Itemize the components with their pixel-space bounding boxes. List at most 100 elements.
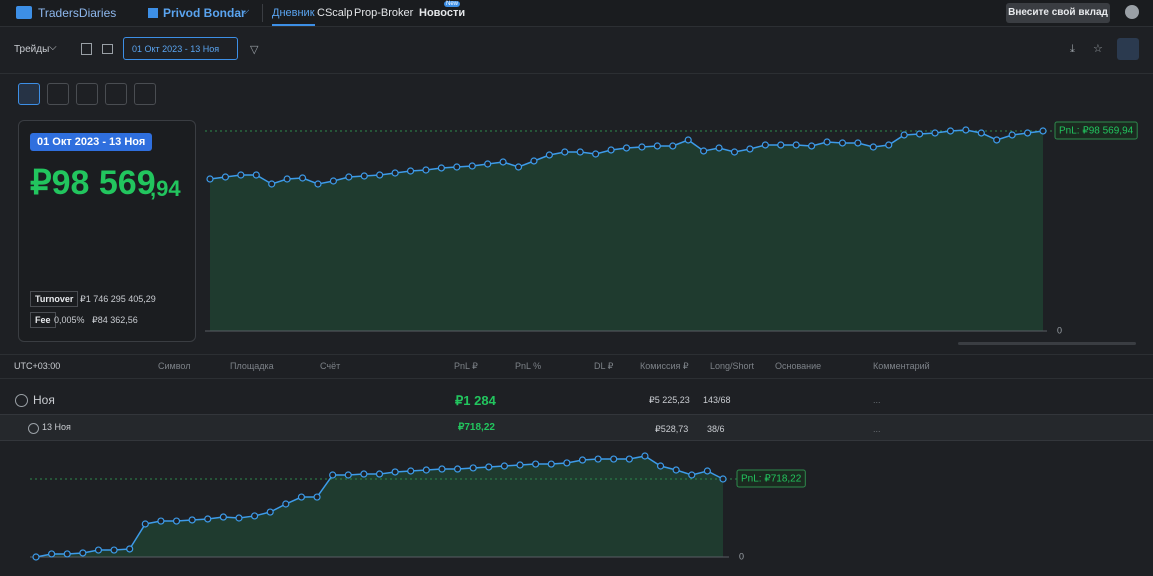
point: [870, 144, 876, 150]
pnl-annotation: PnL: ₽98 569,94: [1059, 126, 1134, 137]
point: [470, 465, 476, 471]
point: [189, 517, 195, 523]
point: [685, 137, 691, 143]
point: [624, 145, 630, 151]
divider: [262, 4, 263, 22]
point: [809, 143, 815, 149]
subrow-bg: [0, 414, 1153, 441]
point: [207, 176, 213, 182]
point: [423, 467, 429, 473]
column-header[interactable]: PnL %: [515, 361, 541, 371]
account-caret[interactable]: ⌵: [241, 5, 249, 18]
point: [593, 151, 599, 157]
view-line[interactable]: [18, 83, 40, 105]
column-header[interactable]: Long/Short: [710, 361, 754, 371]
point: [516, 164, 522, 170]
tab[interactable]: Новости: [419, 7, 465, 19]
point: [283, 501, 289, 507]
point: [300, 175, 306, 181]
column-header[interactable]: Площадка: [230, 361, 274, 371]
view-compare[interactable]: [134, 83, 156, 105]
account-icon: [148, 8, 158, 18]
view-pie[interactable]: [47, 83, 69, 105]
point: [158, 518, 164, 524]
point: [642, 453, 648, 459]
column-header[interactable]: PnL ₽: [454, 361, 478, 372]
brand[interactable]: TradersDiaries: [38, 6, 116, 20]
view-calendar[interactable]: [105, 83, 127, 105]
caret: ⌵: [49, 42, 57, 53]
column-header[interactable]: Символ: [158, 361, 190, 371]
point: [562, 149, 568, 155]
tab-active[interactable]: Дневник: [272, 7, 315, 26]
column-header[interactable]: Комментарий: [873, 361, 930, 371]
fee-rate: 0,005%: [54, 315, 85, 325]
column-header[interactable]: Комиссия ₽: [640, 361, 689, 372]
point: [994, 137, 1000, 143]
point: [626, 456, 632, 462]
day-chart: 0PnL: ₽718,22: [30, 445, 810, 565]
point: [438, 165, 444, 171]
tab[interactable]: CScalp: [317, 7, 352, 19]
point: [269, 181, 275, 187]
download-icon[interactable]: ⤓: [1070, 43, 1075, 56]
layout-icon[interactable]: [102, 44, 113, 54]
star-icon[interactable]: ☆: [1093, 42, 1103, 55]
point: [579, 457, 585, 463]
column-header[interactable]: DL ₽: [594, 361, 613, 372]
point: [824, 139, 830, 145]
date-range[interactable]: 01 Окт 2023 - 13 Ноя: [123, 37, 238, 60]
point: [315, 181, 321, 187]
trades-select[interactable]: Трейды: [14, 44, 49, 55]
point: [1009, 132, 1015, 138]
summary-pnl-cents: ,94: [150, 176, 181, 202]
point: [546, 152, 552, 158]
point: [238, 172, 244, 178]
column-header[interactable]: Основание: [775, 361, 821, 371]
column-header[interactable]: Счёт: [320, 361, 340, 371]
point: [673, 467, 679, 473]
scrollbar[interactable]: [958, 342, 1136, 345]
contribute-button[interactable]: Внесите свой вклад: [1006, 3, 1110, 23]
row-commission: ₽5 225,23: [649, 395, 690, 406]
row-commission: ₽528,73: [655, 424, 688, 435]
row-label[interactable]: Ноя: [33, 393, 55, 407]
point: [577, 149, 583, 155]
point: [392, 469, 398, 475]
view-bar[interactable]: [76, 83, 98, 105]
avatar[interactable]: [1125, 5, 1139, 19]
collapse-icon[interactable]: [15, 394, 28, 407]
point: [252, 513, 258, 519]
point: [298, 494, 304, 500]
tab[interactable]: Prop-Broker: [354, 7, 413, 19]
row-comment: ...: [873, 424, 881, 434]
point: [408, 468, 414, 474]
point: [548, 461, 554, 467]
point: [314, 494, 320, 500]
point: [174, 518, 180, 524]
point: [947, 128, 953, 134]
point: [855, 140, 861, 146]
row-label[interactable]: 13 Ноя: [42, 422, 71, 432]
badge: New: [444, 1, 460, 7]
filter-icon[interactable]: ▽: [250, 43, 258, 56]
point: [670, 143, 676, 149]
point: [111, 547, 117, 553]
column-header[interactable]: UTC+03:00: [14, 361, 60, 371]
brand-logo[interactable]: [16, 6, 32, 19]
point: [220, 514, 226, 520]
chart-toggle[interactable]: [1117, 38, 1139, 60]
point: [95, 547, 101, 553]
account[interactable]: Privod Bondar: [163, 6, 246, 20]
point: [423, 167, 429, 173]
point: [500, 159, 506, 165]
point: [486, 464, 492, 470]
point: [901, 132, 907, 138]
point: [345, 472, 351, 478]
point: [205, 516, 211, 522]
point: [127, 546, 133, 552]
layout-icon[interactable]: [81, 43, 92, 55]
collapse-icon[interactable]: [28, 423, 39, 434]
divider: [0, 73, 1153, 74]
